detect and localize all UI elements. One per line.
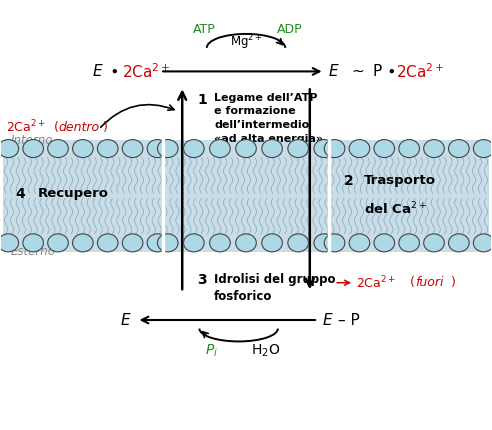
Text: Esterno: Esterno (10, 245, 56, 258)
Circle shape (262, 140, 282, 157)
Circle shape (314, 140, 335, 157)
Text: (: ( (410, 276, 415, 289)
Text: $E$: $E$ (120, 312, 131, 328)
Text: del Ca$^{2+}$: del Ca$^{2+}$ (364, 201, 427, 218)
Text: 2Ca$^{2+}$: 2Ca$^{2+}$ (123, 62, 171, 81)
Circle shape (262, 234, 282, 252)
Circle shape (449, 140, 469, 157)
Circle shape (236, 234, 256, 252)
Circle shape (473, 234, 492, 252)
Circle shape (157, 140, 178, 157)
Text: $E$: $E$ (92, 63, 104, 80)
Circle shape (374, 234, 395, 252)
Bar (3, 140, 162, 252)
Circle shape (123, 234, 143, 252)
Text: 4: 4 (15, 187, 25, 200)
Text: Recupero: Recupero (37, 187, 109, 200)
Text: ADP: ADP (277, 23, 303, 37)
Circle shape (97, 140, 118, 157)
Text: (: ( (54, 121, 59, 134)
Text: fuori: fuori (415, 276, 444, 289)
Circle shape (349, 140, 369, 157)
Circle shape (399, 234, 420, 252)
Text: Mg$^{2+}$: Mg$^{2+}$ (230, 33, 262, 52)
Text: 2Ca$^{2+}$: 2Ca$^{2+}$ (5, 119, 46, 135)
Circle shape (349, 234, 369, 252)
Circle shape (184, 140, 204, 157)
Text: ): ) (103, 121, 108, 134)
Text: 2Ca$^{2+}$: 2Ca$^{2+}$ (356, 274, 397, 291)
Bar (162, 140, 330, 252)
Circle shape (288, 234, 308, 252)
Circle shape (324, 140, 345, 157)
Text: 3: 3 (197, 273, 207, 287)
Circle shape (314, 234, 335, 252)
Circle shape (473, 140, 492, 157)
Circle shape (424, 234, 444, 252)
Circle shape (0, 234, 19, 252)
Circle shape (97, 234, 118, 252)
Circle shape (399, 140, 420, 157)
Bar (330, 140, 489, 252)
Circle shape (123, 140, 143, 157)
Text: ATP: ATP (193, 23, 215, 37)
Circle shape (147, 234, 168, 252)
Circle shape (236, 140, 256, 157)
Circle shape (288, 140, 308, 157)
Text: P$_i$: P$_i$ (205, 343, 218, 359)
Text: ): ) (451, 276, 456, 289)
Circle shape (424, 140, 444, 157)
Circle shape (72, 234, 93, 252)
Circle shape (449, 234, 469, 252)
Text: 2: 2 (344, 174, 354, 188)
Text: H$_2$O: H$_2$O (251, 343, 280, 359)
Circle shape (210, 234, 230, 252)
Text: Legame dell’ATP
e formazione
dell’intermedio
«ad alta energia»: Legame dell’ATP e formazione dell’interm… (214, 93, 323, 144)
Circle shape (210, 140, 230, 157)
Text: 2Ca$^{2+}$: 2Ca$^{2+}$ (396, 62, 444, 81)
Circle shape (0, 140, 19, 157)
Circle shape (72, 140, 93, 157)
Circle shape (184, 234, 204, 252)
Circle shape (48, 140, 68, 157)
Text: Trasporto: Trasporto (364, 174, 436, 187)
Text: dentro: dentro (59, 121, 100, 134)
Text: Idrolisi del gruppo
fosforico: Idrolisi del gruppo fosforico (214, 273, 336, 303)
Circle shape (23, 140, 43, 157)
Circle shape (48, 234, 68, 252)
Circle shape (23, 234, 43, 252)
Text: $E$: $E$ (329, 63, 340, 80)
Circle shape (147, 140, 168, 157)
Text: Interno: Interno (10, 134, 53, 147)
Text: $\sim$ P $\bullet$: $\sim$ P $\bullet$ (344, 63, 398, 80)
Text: 1: 1 (197, 93, 207, 107)
Circle shape (157, 234, 178, 252)
Text: – P: – P (338, 313, 360, 328)
Text: $\bullet$: $\bullet$ (105, 64, 121, 79)
Text: $E$: $E$ (322, 312, 334, 328)
Circle shape (374, 140, 395, 157)
Circle shape (324, 234, 345, 252)
